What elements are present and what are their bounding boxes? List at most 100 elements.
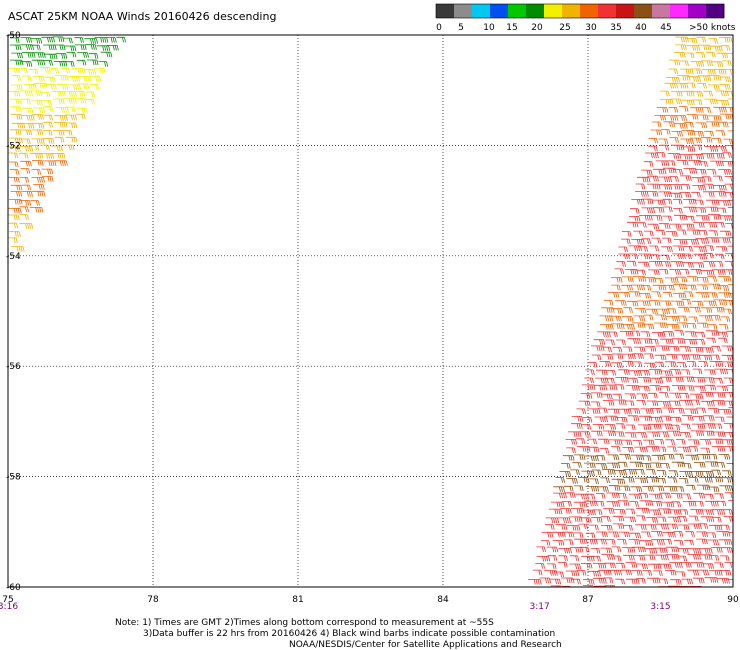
wind-barb xyxy=(662,167,677,174)
wind-barb xyxy=(641,531,651,538)
wind-barb xyxy=(571,578,581,585)
wind-barb xyxy=(8,214,20,221)
wind-barb xyxy=(676,362,687,368)
wind-barb xyxy=(583,579,595,585)
wind-barb xyxy=(672,245,685,252)
wind-barb xyxy=(662,407,675,414)
wind-barb xyxy=(630,330,641,337)
wind-barb xyxy=(589,478,599,484)
wind-barb xyxy=(593,585,607,587)
wind-barb xyxy=(727,245,733,247)
wind-barb xyxy=(703,222,718,228)
wind-barb xyxy=(604,424,617,430)
wind-barb xyxy=(710,586,719,587)
wind-barb xyxy=(669,400,681,407)
wind-barb xyxy=(714,562,724,568)
wind-barb xyxy=(607,454,620,460)
wind-barb xyxy=(600,324,614,330)
wind-barb xyxy=(711,153,725,159)
wind-barb xyxy=(571,416,584,422)
legend-swatch xyxy=(580,4,599,18)
wind-barb xyxy=(660,254,670,261)
wind-barb xyxy=(615,578,625,585)
wind-barb xyxy=(628,539,641,545)
wind-barb xyxy=(624,516,636,523)
wind-barb xyxy=(697,44,712,51)
wind-barb xyxy=(666,77,680,83)
wind-barb xyxy=(622,360,634,367)
wind-barb xyxy=(714,493,724,499)
wind-barb xyxy=(631,570,643,576)
wind-barb xyxy=(620,331,634,337)
wind-barb xyxy=(600,547,613,554)
wind-barb xyxy=(651,291,661,297)
wind-barb xyxy=(663,121,676,127)
wind-barb xyxy=(722,470,732,476)
wind-barb xyxy=(669,176,679,182)
wind-barb xyxy=(707,324,718,330)
wind-barb xyxy=(627,415,640,421)
wind-barb xyxy=(582,417,593,423)
wind-barb xyxy=(646,191,659,197)
wind-barb xyxy=(43,121,53,128)
wind-barb xyxy=(623,554,635,561)
wind-barb xyxy=(702,423,716,429)
wind-barb xyxy=(668,585,681,587)
wind-barb xyxy=(725,261,733,267)
wind-barb xyxy=(692,131,704,137)
wind-barb xyxy=(715,146,727,152)
wind-barb xyxy=(725,91,733,97)
wind-barb xyxy=(20,37,32,43)
wind-barb xyxy=(8,67,20,74)
wind-barb xyxy=(655,160,670,166)
wind-barb xyxy=(43,114,53,121)
wind-barb xyxy=(696,538,708,545)
wind-barb xyxy=(654,439,665,445)
wind-barb xyxy=(727,130,733,132)
wind-barb xyxy=(9,231,21,237)
wind-barb xyxy=(681,99,695,106)
wind-barb xyxy=(713,191,727,197)
wind-barb xyxy=(686,45,701,51)
wind-barb xyxy=(646,517,658,523)
wind-barb xyxy=(10,191,23,197)
wind-barb xyxy=(67,84,82,90)
wind-barb xyxy=(693,415,705,422)
wind-barb xyxy=(8,237,18,243)
wind-barb xyxy=(673,531,684,537)
wind-barb xyxy=(721,345,733,352)
wind-barb xyxy=(667,477,678,483)
wind-barb xyxy=(707,486,720,493)
wind-barb xyxy=(683,246,693,252)
legend-label: 45 xyxy=(660,23,671,33)
wind-barb xyxy=(712,423,723,430)
wind-barb xyxy=(642,570,653,576)
wind-barb xyxy=(668,192,683,199)
wind-barb xyxy=(651,539,665,545)
wind-barb xyxy=(697,277,709,283)
wind-barb xyxy=(656,308,670,315)
wind-barb xyxy=(704,493,714,500)
wind-barb xyxy=(658,269,669,275)
wind-barb xyxy=(658,563,672,570)
wind-barb xyxy=(597,486,609,492)
wind-barb xyxy=(691,177,706,183)
wind-barb xyxy=(591,469,602,476)
wind-barb xyxy=(20,129,33,136)
wind-barb xyxy=(670,300,685,307)
wind-barb xyxy=(658,176,672,183)
legend-label: 35 xyxy=(610,23,621,33)
wind-barb xyxy=(727,579,733,580)
wind-barb xyxy=(632,276,647,282)
wind-barb xyxy=(18,152,29,159)
wind-barb xyxy=(686,484,696,491)
wind-barb xyxy=(571,508,585,514)
wind-barb xyxy=(660,386,671,392)
wind-barb xyxy=(66,76,80,82)
wind-barb xyxy=(53,98,65,105)
wind-barb xyxy=(611,277,623,283)
wind-barb xyxy=(716,246,728,252)
wind-barb xyxy=(570,469,580,475)
wind-barb xyxy=(718,292,732,298)
